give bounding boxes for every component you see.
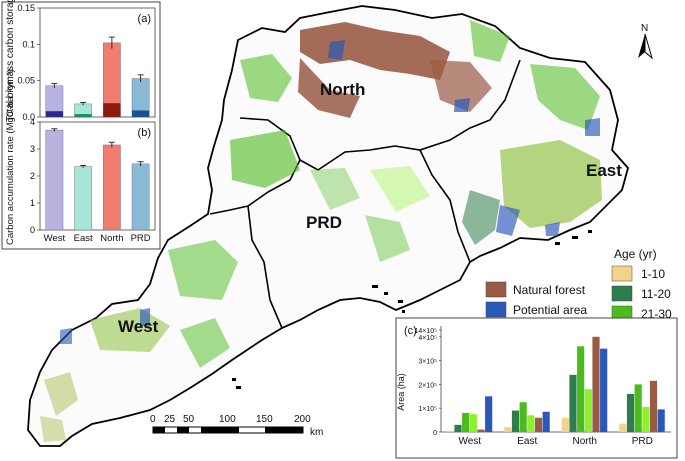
panel-c-ytick-label: 4×10⁵	[418, 335, 437, 342]
region-label-prd: PRD	[306, 213, 342, 232]
panel-c-panel-label: (c)	[404, 325, 417, 337]
panel-a-bar-inner	[103, 103, 121, 117]
scale-tick-0: 0	[150, 414, 156, 425]
panel-a-frame	[39, 7, 156, 118]
panel-c-bar	[485, 396, 493, 432]
panel-b-ytick-label: 4	[30, 117, 35, 127]
panel-b-xtick-label: PRD	[131, 233, 151, 244]
region-label-east: East	[586, 161, 622, 180]
panel-a-ytick-label: 0.1	[22, 39, 35, 49]
legend-swatch-age-1	[611, 265, 633, 282]
legend-swatch-potential-area	[485, 301, 507, 318]
legend-label-age-2: 11-20	[641, 287, 671, 301]
legend-swatch-age-2	[611, 285, 633, 302]
panel-a-ylabel: Total biomass carbon storage (PgC)	[5, 0, 16, 122]
panel-b-bar	[74, 166, 92, 231]
scale-tick-100: 100	[219, 414, 236, 425]
panel-b-panel-label: (b)	[138, 127, 151, 139]
legend-label-natural-forest: Natural forest	[513, 283, 586, 297]
panel-a-bar-inner	[45, 111, 63, 117]
panel-c-bar	[454, 424, 462, 432]
panel-c-bar	[534, 417, 543, 432]
panel-b-xtick-label: West	[44, 233, 66, 244]
panel-c-bar	[542, 411, 550, 432]
panel-c-bar	[511, 410, 520, 432]
panel-c-bar	[527, 415, 535, 432]
panel-b-bar	[45, 129, 64, 231]
region-label-west: West	[118, 317, 159, 336]
panel-c-bar	[577, 346, 585, 432]
scale-tick-200: 200	[294, 414, 311, 425]
panel-c-bar	[642, 407, 650, 432]
panel-a-ytick-label: 0.05	[17, 76, 35, 86]
panel-a-bar-inner	[74, 114, 92, 117]
panel-b-bar	[103, 144, 121, 231]
panel-c-bar	[634, 384, 642, 432]
region-label-north: North	[320, 80, 365, 99]
panel-b-xtick-label: East	[74, 233, 93, 244]
panel-c-bar	[477, 429, 485, 432]
legend-age-title: Age (yr)	[614, 247, 657, 261]
inset-ab: Total biomass carbon storage (PgC) Carbo…	[1, 0, 161, 250]
forest-patches	[40, 20, 602, 442]
panel-c-bar	[561, 417, 569, 432]
panel-c-bar	[519, 402, 527, 432]
panel-c-bar	[657, 409, 665, 432]
legend-label-age-1: 1-10	[641, 267, 665, 281]
panel-c-bar	[446, 430, 454, 432]
panel-b-ylabel: Carbon accumulation rate (MgC·ha⁻¹yr⁻¹)	[5, 69, 16, 245]
panel-c-bar	[592, 336, 600, 432]
panel-c-bar	[462, 412, 470, 432]
scale-unit: km	[310, 427, 323, 438]
panel-c-ytick-label: 14×10⁵	[414, 328, 437, 335]
legend-swatch-natural-forest	[485, 281, 507, 298]
panel-c-bar	[469, 414, 477, 432]
panel-c-bar	[626, 393, 635, 432]
panel-c-ytick-label: 1×10⁵	[418, 406, 437, 413]
panel-c-ytick-label: 2×10⁵	[418, 382, 437, 389]
panel-b: 0 1 2 3 4 West East North PRD (b)	[30, 117, 156, 244]
scale-tick-150: 150	[256, 414, 273, 425]
panel-b-xtick-label: North	[100, 233, 123, 244]
panel-c-ytick-label: 0	[433, 430, 437, 437]
panel-b-ytick-label: 1	[30, 198, 35, 208]
panel-b-ytick-label: 2	[30, 171, 35, 181]
scale-bar: 0 25 50 100 150 200 km	[150, 414, 323, 438]
islands	[232, 230, 592, 389]
panel-a-bar-inner	[132, 110, 150, 117]
scale-tick-50: 50	[183, 414, 195, 425]
potential-area-patches	[60, 40, 600, 344]
map-landmass	[27, 5, 629, 447]
panel-b-bar	[131, 163, 150, 231]
panel-c-bar	[649, 380, 658, 432]
panel-c-xtick-label: West	[458, 436, 481, 447]
panel-c-bar	[584, 389, 592, 432]
panel-a-ytick-label: 0.15	[17, 3, 35, 13]
panel-c-xtick-label: PRD	[632, 436, 653, 447]
north-arrow-label: N	[641, 23, 648, 34]
panel-c-xtick-label: East	[517, 436, 537, 447]
province-outline	[27, 5, 629, 447]
panel-b-ytick-label: 3	[30, 144, 35, 154]
panel-c-xtick-label: North	[573, 436, 597, 447]
north-arrow-icon: N	[638, 23, 653, 60]
scale-tick-25: 25	[164, 414, 176, 425]
panel-a-ytick-label: 0.0	[22, 112, 35, 122]
panel-c-bar	[600, 348, 608, 432]
panel-b-ytick-label: 0	[30, 225, 35, 235]
panel-c-bar	[569, 374, 577, 432]
panel-c-bar	[619, 423, 627, 432]
panel-a: 0.0 0.05 0.1 0.15 (a)	[17, 3, 156, 122]
panel-c-ytick-label: 3×10⁵	[418, 359, 437, 366]
panel-c-ylabel: Area (ha)	[396, 373, 406, 411]
legend-label-potential-area: Potential area	[513, 303, 587, 317]
panel-c-bar	[504, 427, 512, 432]
panel-a-panel-label: (a)	[138, 13, 151, 25]
